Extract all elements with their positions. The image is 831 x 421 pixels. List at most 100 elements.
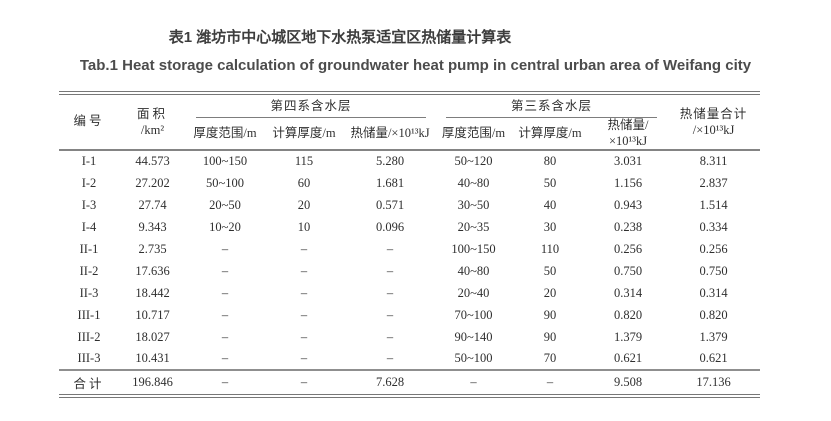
cell-q-thickness: 20: [297, 197, 311, 212]
cell-q-range: –: [221, 241, 229, 256]
cell-total: 8.311: [699, 154, 728, 169]
cell-q-thickness: 10: [297, 219, 311, 234]
cell-total: 0.314: [699, 285, 728, 300]
col-header-total-line2: /×10¹³kJ: [692, 123, 735, 138]
table-row: II-2 17.636 – – – 40~80 50 0.750 0.750: [59, 260, 760, 282]
cell-t-thickness: 90: [543, 307, 557, 322]
cell-q-thickness: –: [300, 285, 308, 300]
cell-q-range: 50~100: [205, 175, 244, 190]
table-title-en: Tab.1 Heat storage calculation of ground…: [79, 57, 752, 74]
cell-q-thickness: –: [300, 351, 308, 366]
table-row: I-1 44.573 100~150 115 5.280 50~120 80 3…: [59, 150, 760, 172]
cell-total: 0.256: [699, 241, 728, 256]
cell-t-thickness: 20: [543, 285, 557, 300]
cell-q-range: –: [221, 307, 229, 322]
cell-total: 1.514: [699, 197, 728, 212]
table-body: I-1 44.573 100~150 115 5.280 50~120 80 3…: [59, 150, 760, 370]
cell-t-heat: 1.379: [613, 329, 643, 344]
col-header-area-line1: 面积: [136, 106, 168, 121]
cell-total: 0.820: [699, 307, 728, 322]
col-header-total-line1: 热储量合计: [679, 106, 748, 121]
cell-q-range: –: [221, 351, 229, 366]
cell-t-range: 70~100: [454, 307, 493, 322]
cell-t-heat: 0.943: [613, 197, 643, 212]
cell-id: I-4: [81, 219, 97, 234]
col-header-t-thickness: 计算厚度/m: [518, 125, 582, 140]
cell-t-range: 40~80: [457, 175, 490, 190]
col-header-area: 面积 /km²: [119, 93, 186, 150]
cell-t-range: 50~100: [454, 351, 493, 366]
table-header: 编号 面积 /km² 第四系含水层 第三系含水层 热储量合计 /×10¹³kJ …: [59, 93, 761, 151]
table-row-sum: 合计 196.846 – – 7.628 – – 9.508 17.136: [59, 370, 760, 396]
header-row-groups: 编号 面积 /km² 第四系含水层 第三系含水层 热储量合计 /×10¹³kJ: [59, 93, 760, 137]
cell-t-heat: 0.238: [613, 219, 643, 234]
cell-q-thickness: –: [300, 263, 308, 278]
cell-id: I-3: [81, 197, 97, 212]
table-row: III-1 10.717 – – – 70~100 90 0.820 0.820: [59, 304, 760, 326]
cell-t-thickness: 90: [543, 329, 557, 344]
cell-t-range: 40~80: [457, 263, 490, 278]
col-header-t-range: 厚度范围/m: [441, 125, 506, 140]
cell-t-range: 30~50: [457, 197, 490, 212]
cell-area: 18.027: [135, 329, 170, 344]
cell-area: 18.442: [135, 285, 170, 300]
cell-t-thickness: 70: [543, 351, 557, 366]
cell-q-heat: –: [386, 263, 394, 278]
col-header-area-line2: /km²: [140, 123, 165, 138]
cell-id: III-2: [77, 329, 101, 344]
col-header-id: 编号: [73, 114, 105, 129]
cell-t-thickness: 50: [543, 175, 557, 190]
cell-sum-area: 196.846: [132, 375, 173, 390]
cell-id: III-1: [77, 307, 101, 322]
cell-area: 10.431: [135, 351, 170, 366]
cell-t-heat: 0.820: [613, 307, 643, 322]
cell-q-heat: 0.096: [375, 219, 405, 234]
cell-t-thickness: 50: [543, 263, 557, 278]
cell-area: 2.735: [138, 241, 167, 256]
cell-t-thickness: 40: [543, 197, 557, 212]
cell-q-range: –: [221, 329, 229, 344]
cell-id: III-3: [77, 351, 101, 366]
cell-total: 1.379: [699, 329, 728, 344]
table-row: I-2 27.202 50~100 60 1.681 40~80 50 1.15…: [59, 172, 760, 194]
cell-total: 0.334: [699, 219, 728, 234]
cell-t-heat: 0.621: [613, 351, 643, 366]
cell-sum-q-range: –: [221, 375, 229, 390]
cell-area: 27.202: [135, 175, 170, 190]
table-row: III-2 18.027 – – – 90~140 90 1.379 1.379: [59, 326, 760, 348]
cell-sum-q-heat: 7.628: [375, 375, 405, 390]
group-header-tertiary: 第三系含水层: [436, 93, 667, 118]
cell-id: II-3: [79, 285, 99, 300]
cell-q-heat: –: [386, 329, 394, 344]
cell-q-heat: 5.280: [375, 154, 405, 169]
cell-t-heat: 3.031: [613, 154, 643, 169]
cell-q-thickness: –: [300, 329, 308, 344]
cell-t-heat: 0.750: [613, 263, 643, 278]
cell-t-thickness: 30: [543, 219, 557, 234]
col-header-q-heat: 热储量/×10¹³kJ: [350, 125, 430, 140]
cell-t-heat: 0.256: [613, 241, 643, 256]
table-row: I-4 9.343 10~20 10 0.096 20~35 30 0.238 …: [59, 216, 760, 238]
cell-area: 17.636: [135, 263, 170, 278]
cell-sum-t-heat: 9.508: [613, 375, 643, 390]
table-row: III-3 10.431 – – – 50~100 70 0.621 0.621: [59, 348, 760, 370]
header-row-subcolumns: 厚度范围/m 计算厚度/m 热储量/×10¹³kJ 厚度范围/m 计算厚度/m …: [59, 118, 760, 150]
cell-sum-label: 合计: [73, 377, 105, 392]
table-footer: 合计 196.846 – – 7.628 – – 9.508 17.136: [59, 370, 761, 396]
cell-total: 0.621: [699, 351, 728, 366]
cell-id: II-1: [79, 241, 99, 256]
cell-q-range: –: [221, 263, 229, 278]
cell-q-heat: –: [386, 285, 394, 300]
table-row: I-3 27.74 20~50 20 0.571 30~50 40 0.943 …: [59, 194, 760, 216]
cell-area: 9.343: [138, 219, 167, 234]
cell-q-heat: 0.571: [375, 197, 405, 212]
cell-t-heat: 0.314: [613, 285, 643, 300]
cell-t-range: 100~150: [451, 241, 496, 256]
cell-q-heat: –: [386, 241, 394, 256]
col-header-total: 热储量合计 /×10¹³kJ: [667, 93, 760, 150]
cell-sum-total: 17.136: [696, 375, 731, 390]
cell-t-heat: 1.156: [613, 175, 643, 190]
cell-q-heat: 1.681: [375, 175, 405, 190]
col-header-t-heat: 热储量/×10¹³kJ: [607, 118, 649, 148]
